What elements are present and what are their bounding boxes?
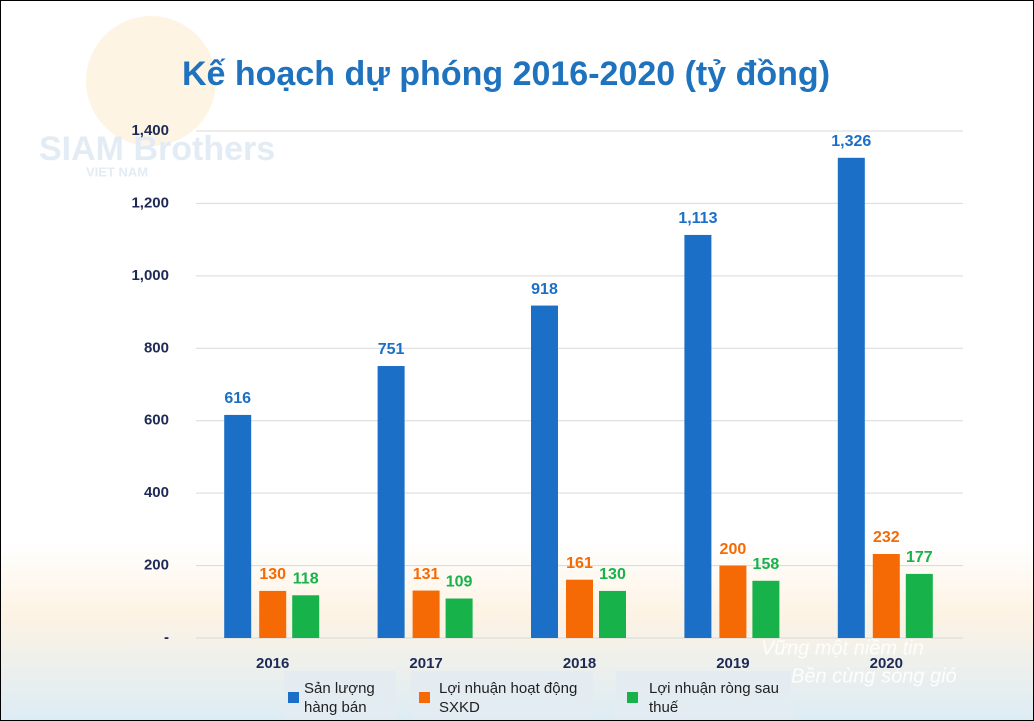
data-label: 131 (413, 566, 440, 583)
bar (378, 366, 405, 638)
chart: SIAM Brothers VIET NAM Vững một niềm tin… (1, 1, 1034, 721)
bar (752, 581, 779, 638)
data-label: 200 (720, 541, 747, 558)
data-label: 130 (259, 566, 286, 583)
data-label: 118 (293, 570, 319, 587)
legend-swatch (288, 692, 299, 703)
bar (838, 158, 865, 638)
x-tick-label: 2018 (563, 655, 596, 672)
data-label: 1,113 (678, 210, 717, 227)
y-tick-label: 400 (144, 484, 169, 501)
y-tick-label: 1,200 (131, 194, 169, 211)
y-tick-label: - (164, 629, 169, 646)
bar (719, 566, 746, 638)
bar (599, 591, 626, 638)
bar (566, 580, 593, 638)
y-tick-label: 800 (144, 339, 169, 356)
bar (531, 306, 558, 638)
legend-label: Lợi nhuận ròng sau thuế (649, 679, 779, 717)
y-tick-label: 600 (144, 412, 169, 429)
data-label: 158 (753, 556, 780, 573)
bar (906, 574, 933, 638)
bar (684, 235, 711, 638)
data-label: 918 (531, 281, 558, 298)
bar (292, 595, 319, 638)
legend-swatch (419, 692, 430, 703)
y-tick-label: 200 (144, 557, 169, 574)
bar (259, 591, 286, 638)
chart-title: Kế hoạch dự phóng 2016-2020 (tỷ đồng) (182, 55, 830, 93)
data-label: 109 (446, 574, 473, 591)
data-label: 130 (599, 566, 626, 583)
x-tick-label: 2019 (716, 655, 749, 672)
bar (413, 591, 440, 638)
x-tick-label: 2020 (870, 655, 903, 672)
data-label: 616 (224, 390, 251, 407)
watermark-sub: VIET NAM (86, 164, 148, 179)
data-label: 161 (566, 555, 593, 572)
x-tick-label: 2017 (409, 655, 442, 672)
legend-swatch (627, 692, 638, 703)
data-label: 751 (378, 341, 405, 358)
legend-label: Sản lượng hàng bán (304, 679, 389, 717)
y-tick-label: 1,400 (131, 122, 169, 139)
slide: SIAM Brothers VIET NAM Vững một niềm tin… (0, 0, 1034, 721)
bar (873, 554, 900, 638)
bar (446, 599, 473, 638)
legend-label: Lợi nhuận hoạt động SXKD (439, 679, 579, 717)
bar (224, 415, 251, 638)
data-label: 232 (873, 529, 900, 546)
data-label: 1,326 (831, 133, 871, 150)
y-tick-label: 1,000 (131, 267, 169, 284)
x-tick-label: 2016 (256, 655, 289, 672)
data-label: 177 (906, 549, 933, 566)
